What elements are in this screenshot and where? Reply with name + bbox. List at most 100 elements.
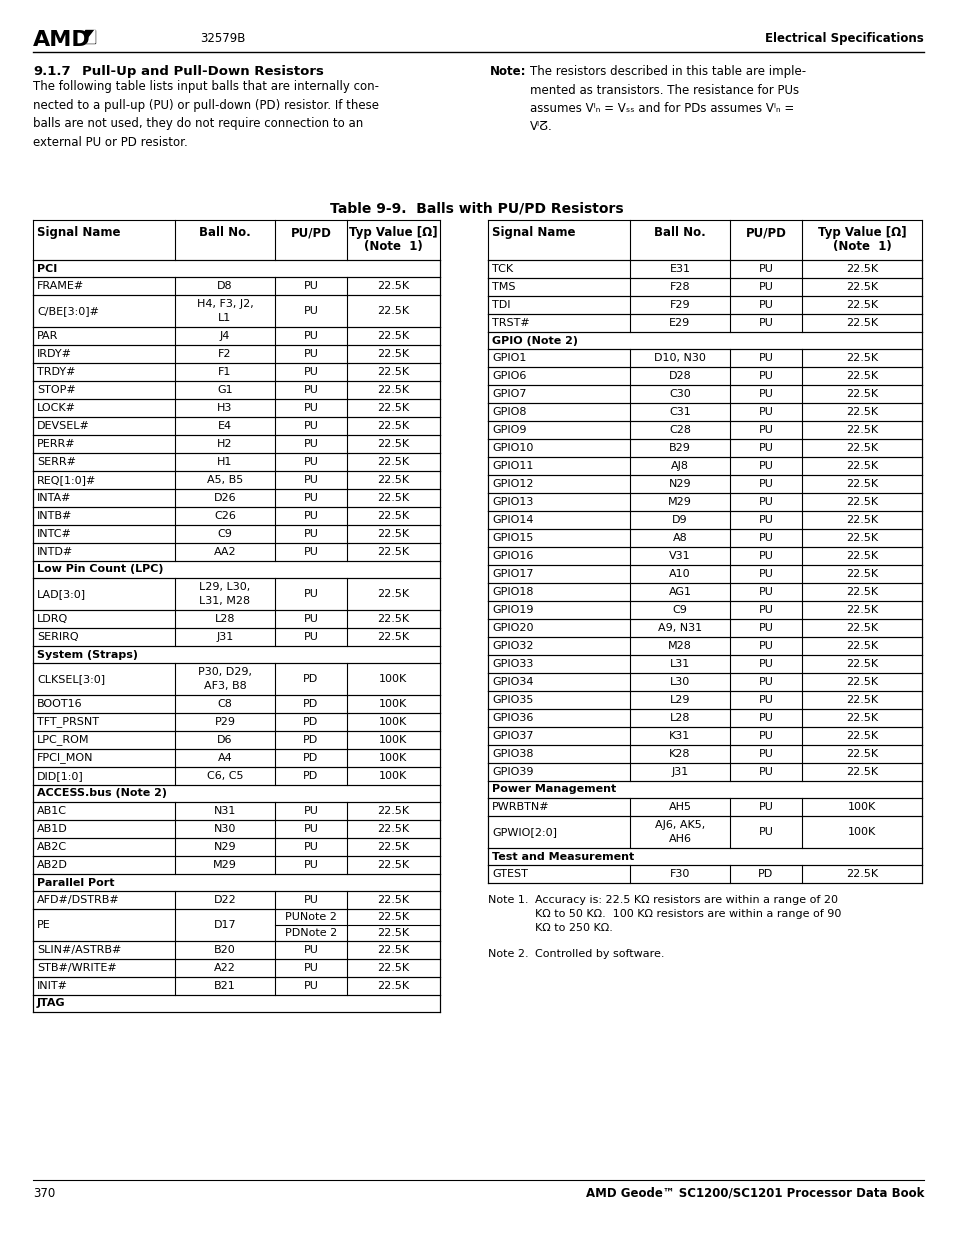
Text: PU: PU <box>303 367 318 377</box>
Text: PU: PU <box>758 677 773 687</box>
Text: 22.5K: 22.5K <box>376 282 409 291</box>
Text: PWRBTN#: PWRBTN# <box>492 802 549 811</box>
Text: 100K: 100K <box>378 771 407 781</box>
Text: PU: PU <box>758 659 773 669</box>
Text: F29: F29 <box>669 300 690 310</box>
Text: Typ Value [Ω]: Typ Value [Ω] <box>349 226 436 240</box>
Text: E31: E31 <box>669 264 690 274</box>
Text: The following table lists input balls that are internally con-
nected to a pull-: The following table lists input balls th… <box>33 80 378 148</box>
Text: LPC_ROM: LPC_ROM <box>37 735 90 746</box>
Text: INTB#: INTB# <box>37 511 72 521</box>
Text: PU: PU <box>303 493 318 503</box>
Text: 32579B: 32579B <box>200 32 245 44</box>
Text: AMD: AMD <box>33 30 91 49</box>
Text: D26: D26 <box>213 493 236 503</box>
Text: PU: PU <box>758 622 773 634</box>
Text: A5, B5: A5, B5 <box>207 475 243 485</box>
Text: N29: N29 <box>213 842 236 852</box>
Text: GPIO35: GPIO35 <box>492 695 533 705</box>
Text: GPIO38: GPIO38 <box>492 748 533 760</box>
Text: PU: PU <box>303 457 318 467</box>
Text: PU: PU <box>303 824 318 834</box>
Text: PU: PU <box>303 963 318 973</box>
Text: PD: PD <box>303 753 318 763</box>
Text: 22.5K: 22.5K <box>376 963 409 973</box>
Text: PU/PD: PU/PD <box>745 226 785 240</box>
Text: L29, L30,
L31, M28: L29, L30, L31, M28 <box>199 583 251 605</box>
Text: 22.5K: 22.5K <box>845 569 877 579</box>
Text: 22.5K: 22.5K <box>376 350 409 359</box>
Text: GPIO37: GPIO37 <box>492 731 533 741</box>
Text: Pull-Up and Pull-Down Resistors: Pull-Up and Pull-Down Resistors <box>82 65 323 78</box>
Text: 22.5K: 22.5K <box>845 622 877 634</box>
Text: 22.5K: 22.5K <box>376 511 409 521</box>
Text: J4: J4 <box>219 331 230 341</box>
Text: C31: C31 <box>668 408 690 417</box>
Text: 22.5K: 22.5K <box>376 457 409 467</box>
Text: 22.5K: 22.5K <box>376 589 409 599</box>
Text: AA2: AA2 <box>213 547 236 557</box>
Text: AJ6, AK5,
AH6: AJ6, AK5, AH6 <box>654 820 704 844</box>
Text: GPIO15: GPIO15 <box>492 534 533 543</box>
Text: 22.5K: 22.5K <box>845 713 877 722</box>
Text: GPIO14: GPIO14 <box>492 515 533 525</box>
Text: TFT_PRSNT: TFT_PRSNT <box>37 716 99 727</box>
Text: INTA#: INTA# <box>37 493 71 503</box>
Text: GPIO17: GPIO17 <box>492 569 533 579</box>
Text: PU: PU <box>758 731 773 741</box>
Text: PAR: PAR <box>37 331 58 341</box>
Text: G1: G1 <box>217 385 233 395</box>
Text: 22.5K: 22.5K <box>845 425 877 435</box>
Text: AG1: AG1 <box>668 587 691 597</box>
Text: 22.5K: 22.5K <box>376 367 409 377</box>
Text: C26: C26 <box>213 511 235 521</box>
Text: Electrical Specifications: Electrical Specifications <box>764 32 923 44</box>
Text: INTC#: INTC# <box>37 529 71 538</box>
Text: BOOT16: BOOT16 <box>37 699 83 709</box>
Text: PU: PU <box>303 860 318 869</box>
Text: 22.5K: 22.5K <box>845 748 877 760</box>
Text: INTD#: INTD# <box>37 547 73 557</box>
Text: V31: V31 <box>668 551 690 561</box>
Text: 100K: 100K <box>378 718 407 727</box>
Text: PU: PU <box>758 802 773 811</box>
Text: TRDY#: TRDY# <box>37 367 75 377</box>
Text: 22.5K: 22.5K <box>376 475 409 485</box>
Text: AH5: AH5 <box>668 802 691 811</box>
Text: GPIO39: GPIO39 <box>492 767 533 777</box>
Text: TDI: TDI <box>492 300 510 310</box>
Text: PU: PU <box>303 475 318 485</box>
Text: 22.5K: 22.5K <box>845 731 877 741</box>
Text: TCK: TCK <box>492 264 513 274</box>
Text: 22.5K: 22.5K <box>376 981 409 990</box>
Text: AB2C: AB2C <box>37 842 67 852</box>
Text: 370: 370 <box>33 1187 55 1200</box>
Text: GPIO16: GPIO16 <box>492 551 533 561</box>
Text: 22.5K: 22.5K <box>845 551 877 561</box>
Text: 100K: 100K <box>378 699 407 709</box>
Text: L30: L30 <box>669 677 689 687</box>
Text: N29: N29 <box>668 479 691 489</box>
Text: 22.5K: 22.5K <box>845 641 877 651</box>
Text: 22.5K: 22.5K <box>845 282 877 291</box>
Text: PD: PD <box>303 735 318 745</box>
Text: C30: C30 <box>668 389 690 399</box>
Text: 22.5K: 22.5K <box>376 421 409 431</box>
Text: 22.5K: 22.5K <box>845 587 877 597</box>
Text: PD: PD <box>303 674 318 684</box>
Text: H2: H2 <box>217 438 233 450</box>
Text: Note 2.: Note 2. <box>488 948 528 960</box>
Text: PU: PU <box>758 282 773 291</box>
Text: ACCESS.bus (Note 2): ACCESS.bus (Note 2) <box>37 788 167 799</box>
Text: M29: M29 <box>667 496 691 508</box>
Text: D10, N30: D10, N30 <box>654 353 705 363</box>
Text: LDRQ: LDRQ <box>37 614 69 624</box>
Text: 22.5K: 22.5K <box>376 632 409 642</box>
Text: FRAME#: FRAME# <box>37 282 84 291</box>
Text: GPIO12: GPIO12 <box>492 479 533 489</box>
Text: CLKSEL[3:0]: CLKSEL[3:0] <box>37 674 105 684</box>
Text: K31: K31 <box>669 731 690 741</box>
Text: M28: M28 <box>667 641 691 651</box>
Text: 22.5K: 22.5K <box>376 945 409 955</box>
Text: PU: PU <box>758 408 773 417</box>
